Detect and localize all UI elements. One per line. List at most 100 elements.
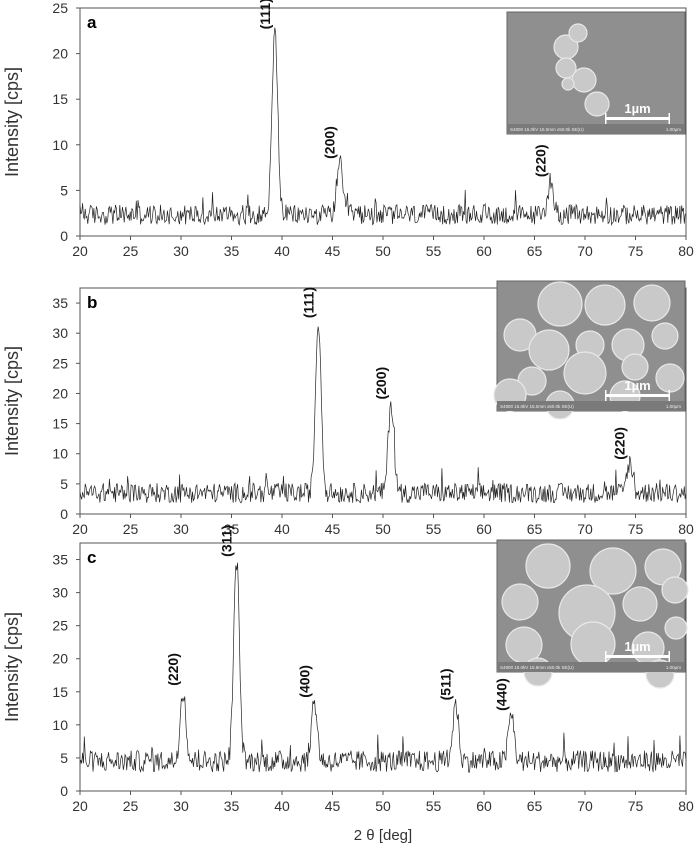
scale-bar-end: [668, 390, 670, 401]
y-tick-label: 15: [52, 91, 68, 107]
x-tick-label: 50: [375, 243, 391, 259]
peak-label: (111): [300, 287, 316, 318]
panel-letter: b: [87, 293, 97, 312]
xrd-panel-c: 20 25 30 35 40 45 50 55 60 65 70 75 80 0 5 10 15 20 25 30 35…: [2, 525, 694, 814]
sem-particle: [528, 329, 570, 371]
x-tick-label: 45: [325, 521, 341, 537]
x-tick-label: 55: [426, 243, 442, 259]
x-tick-label: 50: [375, 798, 391, 814]
x-tick-label: 50: [375, 521, 391, 537]
x-tick-label: 80: [678, 243, 694, 259]
y-tick-label: 0: [60, 783, 68, 799]
scale-bar: [605, 117, 670, 120]
scale-bar-label: 1µm: [624, 639, 650, 654]
xrd-trace: [79, 326, 687, 505]
sem-particle: [537, 281, 583, 327]
x-tick-label: 30: [173, 521, 189, 537]
sem-caption-strip: [507, 124, 685, 134]
sem-caption-strip: [497, 662, 685, 672]
peak-label: (400): [296, 665, 312, 698]
peak-label: (200): [322, 126, 338, 159]
peak-label: (511): [438, 668, 454, 700]
y-tick-label: 5: [60, 476, 68, 492]
y-tick-label: 20: [52, 385, 68, 401]
y-tick-label: 30: [52, 325, 68, 341]
sem-particle: [655, 363, 685, 393]
y-tick-label: 25: [52, 0, 68, 16]
x-tick-label: 30: [173, 798, 189, 814]
x-tick-label: 70: [577, 798, 593, 814]
xrd-trace: [79, 562, 687, 774]
x-tick-label: 65: [527, 521, 543, 537]
scale-bar-end: [668, 651, 670, 662]
panel-letter: a: [87, 13, 97, 32]
x-tick-label: 30: [173, 243, 189, 259]
sem-caption: S4800 15.0kV 15.9mm x50.0k SE(U): [500, 665, 574, 670]
y-axis-label: Intensity [cps]: [2, 346, 22, 456]
peak-label: (220): [533, 144, 549, 177]
peak-label: (311): [219, 525, 235, 557]
y-tick-label: 35: [52, 552, 68, 568]
sem-particle: [561, 77, 575, 91]
scale-bar-label: 1µm: [624, 101, 650, 116]
sem-caption: S4800 15.0kV 15.0mm x50.0k SE(U): [510, 127, 584, 132]
x-tick-label: 35: [224, 798, 240, 814]
peak-label: (111): [257, 0, 273, 29]
x-tick-label: 35: [224, 521, 240, 537]
sem-particle: [571, 67, 597, 93]
y-tick-label: 20: [52, 46, 68, 62]
y-tick-label: 5: [60, 182, 68, 198]
x-tick-label: 25: [123, 798, 139, 814]
y-tick-label: 25: [52, 355, 68, 371]
y-tick-label: 20: [52, 651, 68, 667]
peak-label: (220): [611, 427, 627, 460]
panel-letter: c: [87, 548, 96, 567]
x-tick-label: 25: [123, 243, 139, 259]
sem-particle: [589, 547, 637, 595]
scale-bar-label: 1µm: [624, 378, 650, 393]
x-tick-label: 60: [476, 243, 492, 259]
y-tick-label: 15: [52, 684, 68, 700]
sem-particle: [570, 621, 616, 667]
sem-particle: [568, 23, 588, 43]
x-tick-label: 70: [577, 521, 593, 537]
y-tick-label: 0: [60, 506, 68, 522]
y-tick-label: 30: [52, 585, 68, 601]
sem-particle: [633, 284, 671, 322]
y-tick-label: 35: [52, 295, 68, 311]
x-tick-label: 40: [274, 798, 290, 814]
xrd-panel-a: 20 25 30 35 40 45 50 55 60 65 70 75 80 0 5 10 15 20 25 Inte…: [2, 0, 694, 259]
peak-label: (440): [493, 678, 509, 711]
y-tick-label: 5: [60, 750, 68, 766]
sem-particle: [584, 91, 610, 117]
sem-particle: [525, 543, 571, 589]
sem-caption-right: 1.00µm: [666, 404, 681, 409]
x-tick-label: 40: [274, 521, 290, 537]
xrd-trace: [79, 27, 687, 227]
sem-particle: [563, 351, 607, 395]
sem-inset: S4800 15.0kV 15.9mm x50.0k SE(U) 1.00µm 1µ…: [496, 539, 689, 689]
sem-particle: [501, 583, 539, 621]
x-axis-label: 2 θ [deg]: [354, 827, 412, 844]
sem-particle: [651, 322, 679, 350]
scale-bar-end: [668, 113, 670, 124]
x-tick-label: 65: [527, 798, 543, 814]
xrd-panel-b: 20 25 30 35 40 45 50 55 60 65 70 75 80 0 5 10 15 20 25 30 35…: [2, 280, 694, 537]
sem-particle: [661, 576, 689, 604]
x-tick-label: 40: [274, 243, 290, 259]
sem-particle: [584, 284, 626, 326]
y-tick-label: 15: [52, 416, 68, 432]
x-tick-label: 45: [325, 243, 341, 259]
scale-bar-end: [605, 651, 607, 662]
x-tick-label: 60: [476, 798, 492, 814]
x-tick-label: 20: [72, 798, 88, 814]
x-tick-label: 20: [72, 521, 88, 537]
y-axis-label: Intensity [cps]: [2, 612, 22, 722]
sem-particle: [621, 353, 649, 381]
y-axis-label: Intensity [cps]: [2, 67, 22, 177]
sem-caption-right: 1.00µm: [666, 127, 681, 132]
x-tick-label: 75: [628, 521, 644, 537]
sem-inset: S4800 15.0kV 15.0mm x50.0k SE(U) 1.00µm 1µ…: [493, 280, 686, 420]
